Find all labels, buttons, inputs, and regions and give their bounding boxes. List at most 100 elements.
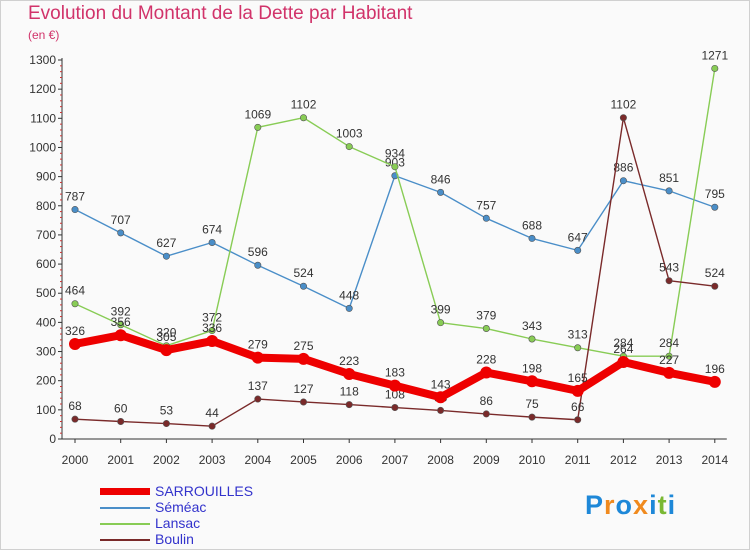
data-point: [619, 114, 627, 122]
data-point: [117, 321, 125, 329]
data-label: 227: [659, 353, 679, 367]
data-label: 596: [248, 245, 268, 259]
data-point: [663, 366, 676, 379]
data-label: 851: [659, 171, 679, 185]
legend-label: Boulin: [155, 531, 194, 547]
x-tick-label: 2007: [382, 453, 409, 467]
data-point: [345, 143, 353, 151]
data-point: [482, 410, 490, 418]
logo-letter: o: [615, 490, 634, 520]
data-label: 647: [568, 230, 588, 244]
x-tick-label: 2014: [701, 453, 728, 467]
data-label: 284: [659, 336, 679, 350]
data-point: [482, 214, 490, 222]
x-tick-label: 2003: [199, 453, 226, 467]
data-label: 1102: [610, 98, 636, 112]
legend-swatch: [100, 539, 150, 541]
y-tick-label: 1200: [29, 82, 56, 96]
data-point: [208, 422, 216, 430]
data-point: [117, 418, 125, 426]
x-tick-label: 2004: [244, 453, 271, 467]
logo-letter: t: [657, 490, 668, 520]
x-tick-label: 2001: [107, 453, 134, 467]
data-point: [437, 188, 445, 196]
data-label: 448: [339, 288, 359, 302]
data-label: 903: [385, 156, 405, 170]
data-label: 674: [202, 223, 222, 237]
data-label: 464: [65, 284, 85, 298]
data-point: [619, 177, 627, 185]
y-tick-label: 500: [36, 286, 56, 300]
data-label: 165: [568, 371, 588, 385]
logo-letter: i: [649, 490, 658, 520]
data-point: [297, 352, 310, 365]
data-label: 846: [431, 172, 451, 186]
y-tick-label: 300: [36, 345, 56, 359]
data-point: [617, 356, 630, 369]
data-label: 707: [111, 213, 131, 227]
data-label: 392: [111, 305, 131, 319]
data-point: [482, 325, 490, 333]
data-point: [71, 415, 79, 423]
data-label: 275: [293, 339, 313, 353]
y-tick-label: 800: [36, 199, 56, 213]
x-tick-label: 2006: [336, 453, 363, 467]
y-tick-label: 900: [36, 170, 56, 184]
data-label: 264: [613, 342, 633, 356]
data-label: 137: [248, 379, 268, 393]
y-tick-label: 200: [36, 374, 56, 388]
data-point: [162, 252, 170, 260]
data-label: 279: [248, 338, 268, 352]
data-point: [345, 401, 353, 409]
y-tick-label: 100: [36, 403, 56, 417]
x-tick-label: 2009: [473, 453, 500, 467]
data-label: 66: [571, 400, 585, 414]
data-point: [71, 300, 79, 308]
data-point: [343, 367, 356, 380]
data-point: [711, 282, 719, 290]
data-point: [528, 413, 536, 421]
legend-label: SARROUILLES: [155, 483, 254, 499]
x-tick-label: 2000: [62, 453, 89, 467]
data-label: 320: [156, 326, 176, 340]
legend-label: Lansac: [155, 515, 201, 531]
data-point: [208, 239, 216, 247]
data-label: 305: [156, 330, 176, 344]
data-point: [574, 344, 582, 352]
data-point: [526, 375, 538, 388]
data-point: [162, 420, 170, 428]
data-label: 1069: [244, 107, 271, 121]
legend-swatch: [100, 507, 150, 509]
logo-letter: i: [667, 490, 677, 520]
data-label: 399: [431, 303, 451, 317]
data-point: [708, 375, 721, 388]
data-label: 223: [339, 354, 359, 368]
data-point: [480, 366, 493, 379]
data-point: [299, 282, 307, 290]
y-tick-label: 1100: [30, 111, 56, 125]
legend-swatch: [100, 488, 150, 495]
data-point: [251, 351, 264, 364]
logo-letter: P: [585, 490, 605, 520]
data-label: 524: [293, 266, 313, 280]
data-point: [388, 379, 401, 392]
data-point: [665, 277, 673, 285]
data-point: [160, 344, 173, 357]
x-tick-label: 2013: [656, 453, 683, 467]
data-label: 688: [522, 218, 542, 232]
logo-letter: x: [633, 490, 650, 520]
data-label: 934: [385, 147, 405, 161]
y-tick-label: 600: [36, 257, 56, 271]
data-point: [574, 416, 582, 424]
x-tick-label: 2011: [565, 453, 591, 467]
data-point: [528, 234, 536, 242]
x-tick-label: 2010: [519, 453, 546, 467]
data-point: [114, 329, 127, 342]
data-point: [254, 395, 262, 403]
data-point: [391, 404, 399, 412]
data-point: [711, 203, 719, 211]
data-label: 228: [476, 353, 496, 367]
data-point: [437, 406, 445, 414]
y-tick-label: 700: [36, 228, 56, 242]
data-point: [71, 206, 79, 214]
